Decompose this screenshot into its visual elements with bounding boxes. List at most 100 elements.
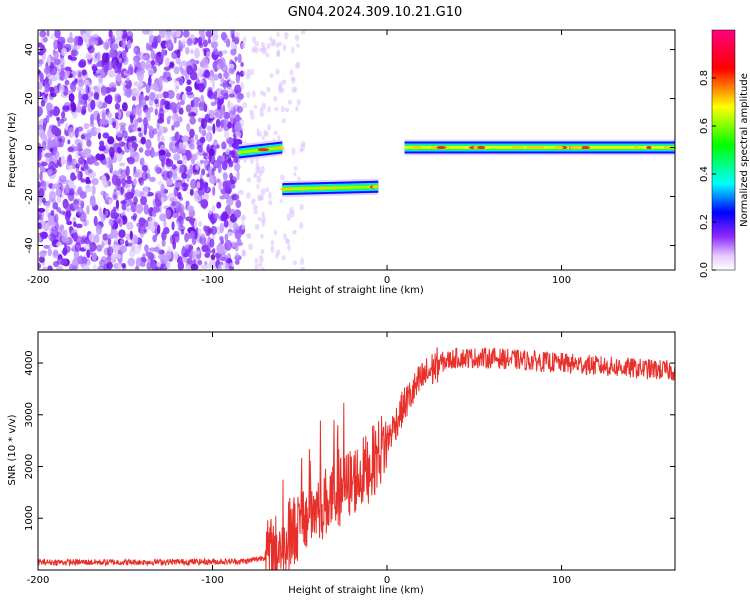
noise-speckle [183,30,190,38]
noise-speckle [185,248,192,254]
noise-speckle [44,82,51,93]
noise-speckle [255,162,260,167]
noise-speckle [173,153,181,161]
noise-speckle [38,162,41,168]
noise-speckle [77,171,81,181]
noise-speckle [126,40,132,50]
noise-speckle [101,52,108,64]
noise-speckle [268,191,272,200]
noise-speckle [217,244,225,254]
noise-speckle [287,99,293,105]
noise-speckle [173,251,179,261]
noise-speckle [204,182,208,192]
noise-speckle [205,30,213,38]
noise-speckle [52,201,59,210]
noise-speckle [82,93,89,101]
noise-speckle [115,73,122,82]
spectrogram-marks [38,30,675,270]
noise-speckle [77,156,85,165]
noise-speckle [147,67,154,76]
noise-speckle [38,207,46,213]
noise-speckle [38,70,42,75]
noise-speckle [119,162,125,167]
noise-speckle [210,101,217,107]
noise-speckle [151,151,159,157]
noise-speckle [59,210,66,215]
track-hotspot [299,187,307,191]
noise-speckle [38,187,45,198]
noise-speckle [125,233,131,241]
noise-speckle [263,129,268,136]
noise-speckle [121,39,126,49]
noise-speckle [285,237,289,245]
noise-speckle [139,60,146,70]
noise-speckle [88,152,92,159]
noise-speckle [38,91,41,98]
noise-speckle [91,178,99,186]
noise-speckle [66,36,75,44]
noise-speckle [266,42,271,50]
noise-speckle [296,43,300,48]
noise-speckle [106,94,113,105]
noise-speckle [153,35,158,43]
noise-speckle [157,249,165,255]
noise-speckle [70,100,75,109]
noise-speckle [171,221,175,231]
noise-speckle [80,236,85,245]
noise-speckle [240,119,245,127]
noise-speckle [199,235,207,245]
spectrogram-ylabel: Frequency (Hz) [7,112,18,188]
noise-speckle [207,91,216,100]
noise-speckle [61,111,66,119]
noise-speckle [209,238,215,248]
snr-panel: -200 -100 0 100 1000 2000 3000 4000 Height of s… [7,331,676,596]
noise-speckle [275,68,280,75]
noise-speckle [174,131,179,142]
noise-speckle [289,206,294,214]
snr-xtick-label: -200 [27,575,50,586]
noise-speckle [117,68,122,75]
noise-speckle [159,213,167,222]
noise-speckle [39,30,47,38]
noise-speckle [38,199,42,206]
noise-speckle [141,253,146,262]
noise-speckle [265,187,270,193]
noise-speckle [269,73,274,78]
noise-speckle [186,79,192,85]
noise-speckle [191,251,196,260]
noise-speckle [77,255,84,265]
noise-speckle [207,35,212,44]
noise-speckle [209,154,216,165]
noise-speckle [85,187,94,193]
colorbar-tick-label: 0.0 [699,262,710,278]
noise-speckle [184,265,192,270]
noise-speckle [197,36,203,47]
noise-speckle [223,118,229,125]
noise-speckle [162,71,167,80]
noise-speckle [113,218,121,225]
noise-speckle [74,242,82,252]
noise-speckle [135,107,142,116]
noise-speckle [293,166,298,171]
noise-speckle [173,120,180,128]
noise-speckle [133,196,138,205]
noise-speckle [137,81,144,87]
noise-speckle [76,126,84,132]
noise-speckle [89,122,95,127]
noise-speckle [115,130,124,138]
noise-speckle [173,230,180,237]
noise-speckle [82,265,90,270]
noise-speckle [242,101,248,109]
noise-speckle [56,116,60,121]
spectrogram-ytick-label: 0 [24,144,35,150]
noise-speckle [157,51,162,58]
noise-speckle [96,244,103,252]
noise-speckle [201,129,207,137]
noise-speckle [194,134,198,141]
snr-series-line [38,347,675,570]
noise-speckle [203,103,208,113]
track-hotspot [525,146,538,150]
noise-speckle [212,212,219,219]
noise-speckle [245,233,251,239]
noise-speckle [174,81,179,93]
